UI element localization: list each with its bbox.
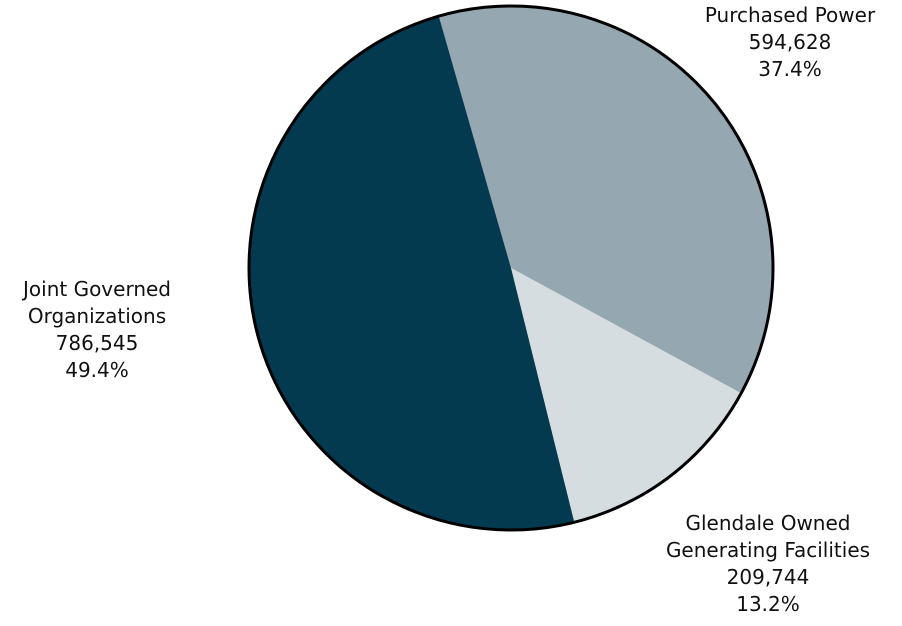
pie-slices (248, 5, 774, 531)
slice-name: Joint Governed (21, 277, 171, 301)
slice-percent: 13.2% (736, 592, 800, 616)
slice-value: 786,545 (56, 331, 139, 355)
pie-slice (248, 16, 575, 531)
pie-slice (438, 5, 774, 394)
slice-name: Glendale Owned (686, 511, 851, 535)
pie-outline (247, 4, 775, 532)
slice-name: Purchased Power (705, 3, 876, 27)
slice-name: Organizations (28, 304, 166, 328)
slice-label: Glendale Owned Generating Facilities 209,7… (666, 511, 870, 616)
slice-percent: 49.4% (65, 358, 129, 382)
slice-value: 594,628 (749, 30, 832, 54)
pie-slice (511, 268, 742, 523)
slice-label: Purchased Power 594,628 37.4% (705, 3, 876, 81)
slice-label: Joint Governed Organizations 786,545 49.4% (21, 277, 171, 382)
pie-labels: Purchased Power 594,628 37.4% Glendale Owne… (21, 3, 876, 616)
slice-percent: 37.4% (758, 57, 822, 81)
slice-name: Generating Facilities (666, 538, 870, 562)
slice-value: 209,744 (727, 565, 810, 589)
